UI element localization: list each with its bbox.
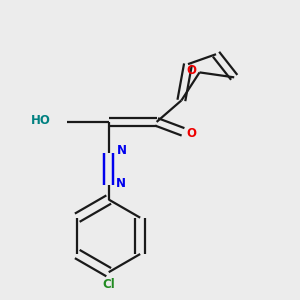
Text: N: N	[117, 144, 127, 157]
Text: N: N	[116, 176, 126, 190]
Text: O: O	[186, 64, 196, 77]
Text: O: O	[186, 127, 196, 140]
Text: HO: HO	[31, 114, 51, 128]
Text: Cl: Cl	[102, 278, 115, 291]
